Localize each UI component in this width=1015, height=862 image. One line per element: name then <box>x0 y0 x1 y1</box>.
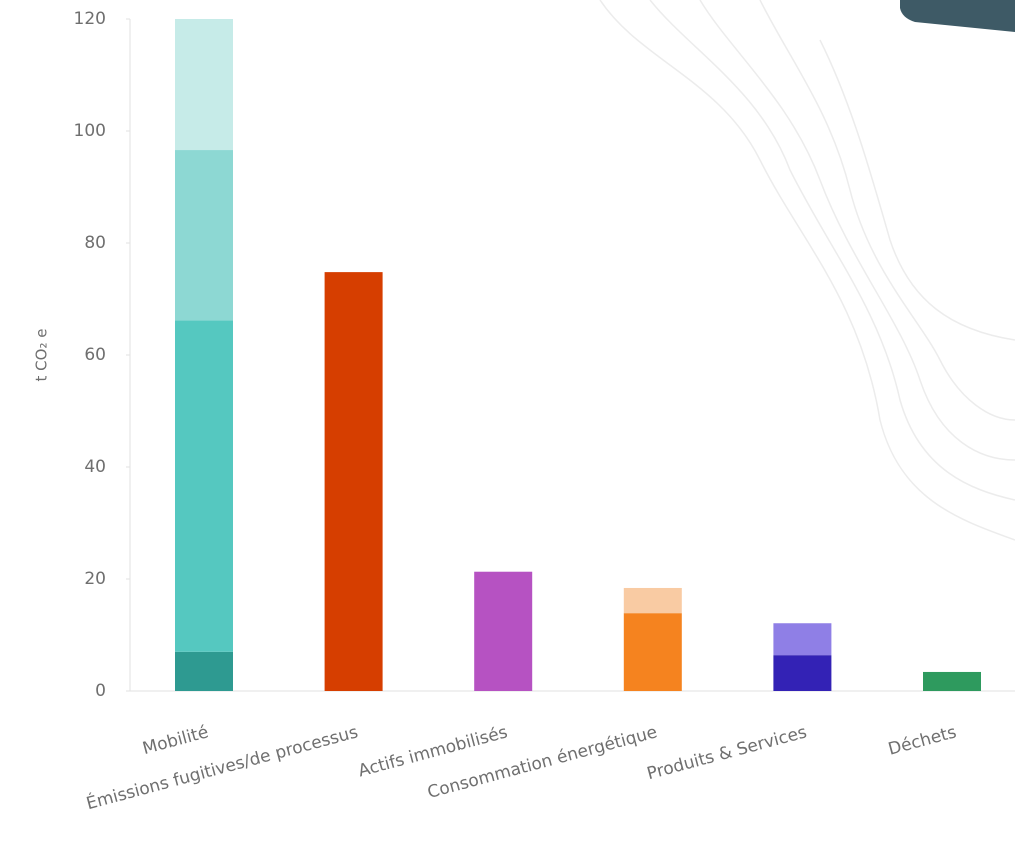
x-tick-label: Déchets <box>886 722 959 759</box>
bar-segment <box>623 613 682 691</box>
y-axis-title: t CO₂ e <box>33 329 51 382</box>
y-tick-label: 20 <box>84 569 106 589</box>
x-tick-label: Émissions fugitives/de processus <box>84 720 361 814</box>
bar-segment <box>175 320 233 652</box>
bar-segment <box>623 587 682 614</box>
y-tick-label: 80 <box>84 233 106 253</box>
bar-segment <box>923 671 981 691</box>
bar-segment <box>474 571 533 691</box>
y-tick-label: 100 <box>74 121 106 141</box>
y-tick-label: 0 <box>95 681 106 701</box>
y-tick-label: 120 <box>74 9 106 29</box>
x-tick-label: Mobilité <box>141 722 211 759</box>
y-tick-label: 60 <box>84 345 106 365</box>
bar-segment <box>175 651 233 691</box>
bar-segment <box>773 623 832 656</box>
bar-segment <box>773 655 832 691</box>
bar-segment <box>175 150 233 321</box>
background-contours <box>599 0 1015 541</box>
y-tick-label: 40 <box>84 457 106 477</box>
bar-segment <box>324 272 383 691</box>
x-tick-label: Produits & Services <box>645 722 809 784</box>
bar-segment <box>175 19 233 151</box>
corner-shape <box>900 0 1015 32</box>
